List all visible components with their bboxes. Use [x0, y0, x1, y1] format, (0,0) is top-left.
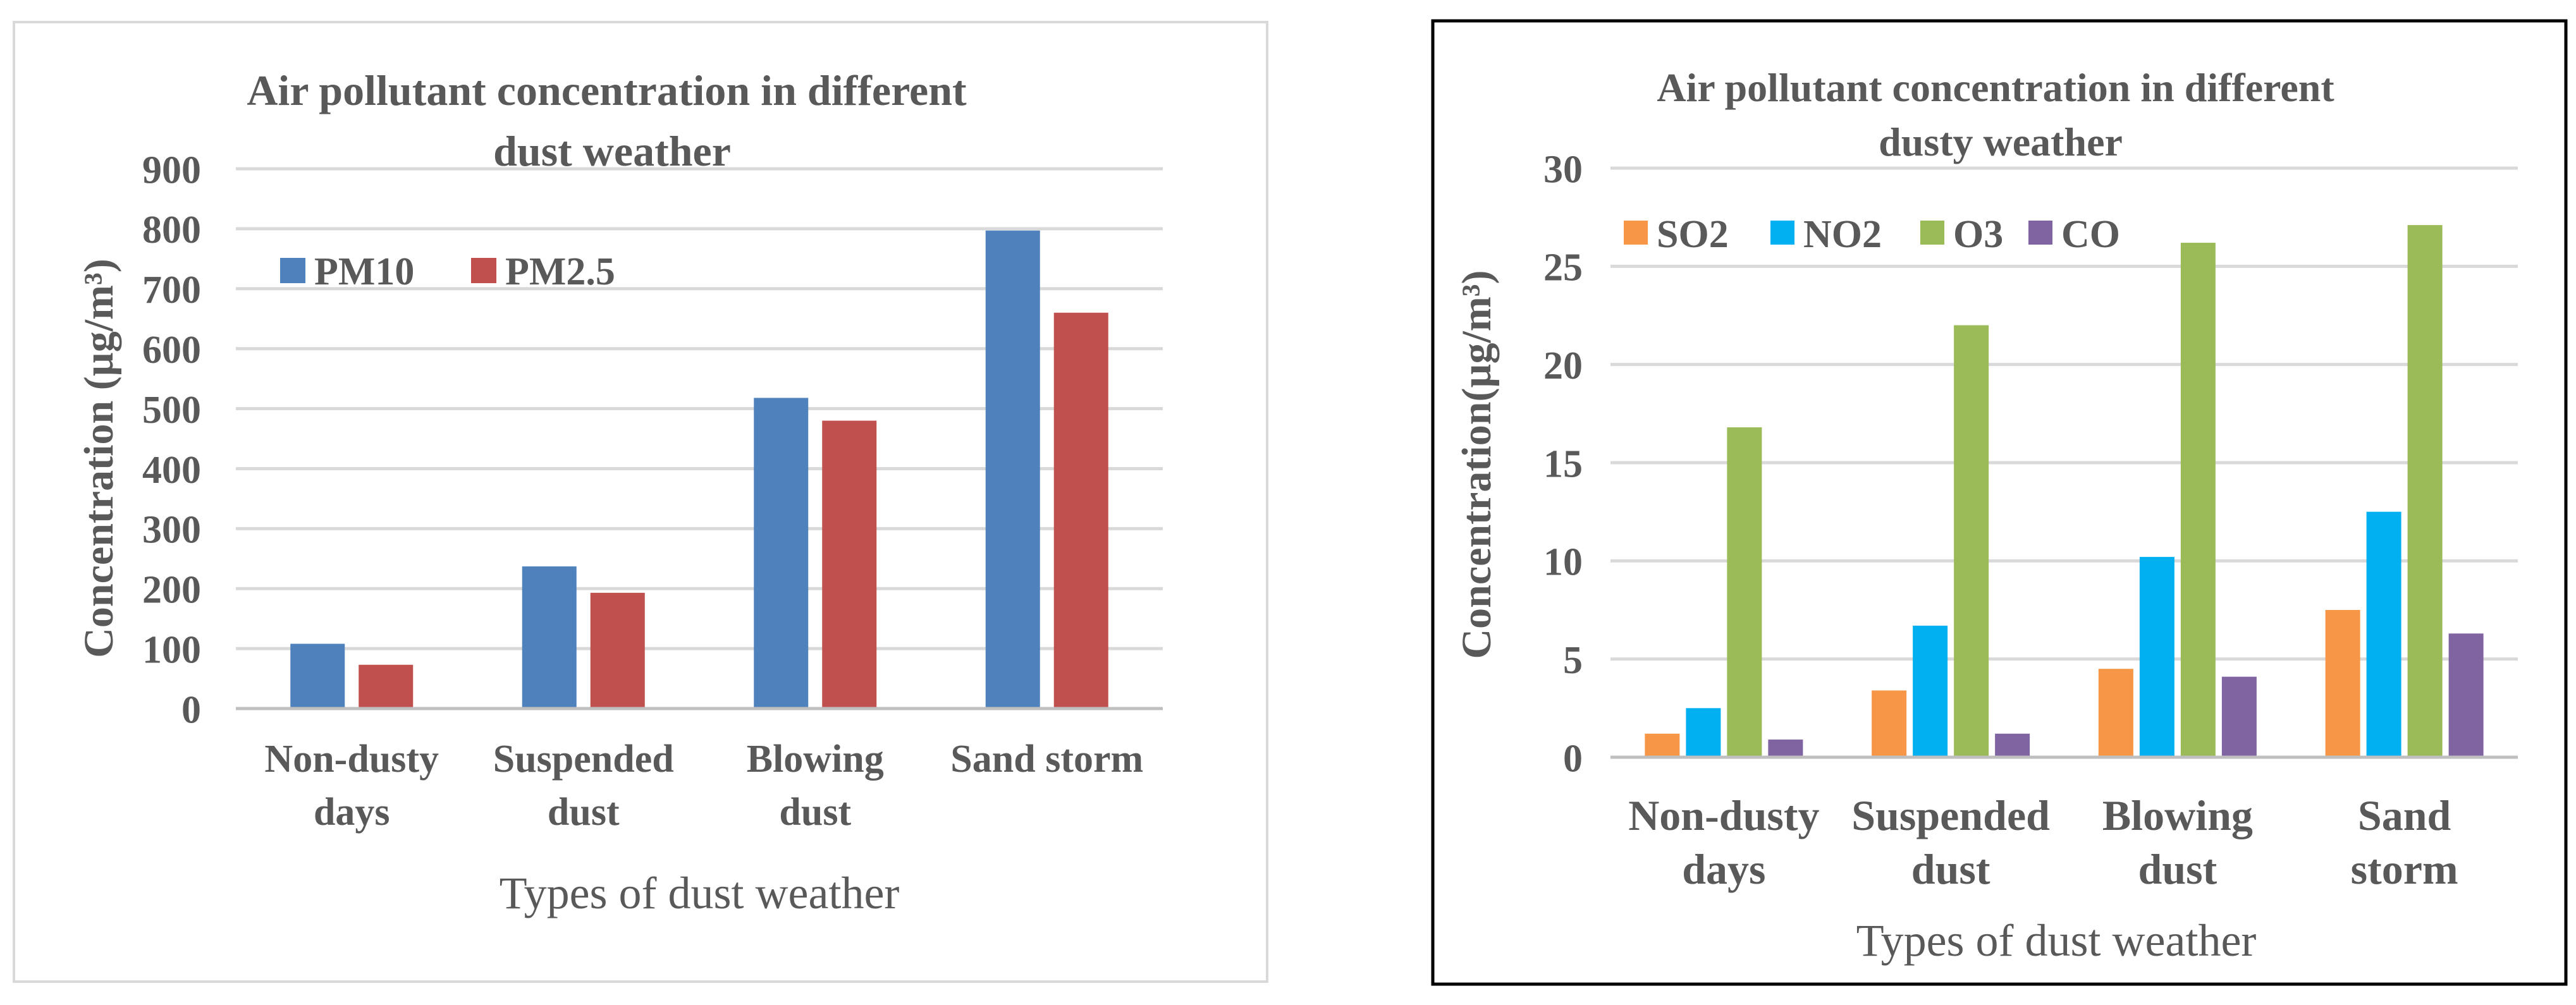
chart-gases-title-line-2: dusty weather — [1879, 119, 2123, 164]
legend-swatch-co — [2028, 221, 2052, 245]
bar-so2-blowing-dust — [2098, 669, 2133, 757]
bar-no2-non-dusty-days — [1686, 708, 1721, 757]
chart-gases-y-ticks: 0 5 10 15 20 25 30 — [1543, 148, 1583, 780]
bar-o3-sand-storm — [2407, 225, 2443, 757]
y-tick-label: 0 — [1563, 737, 1583, 780]
chart-pm-title-line-1: Air pollutant concentration in different — [247, 66, 967, 114]
chart-gases-x-ticks: Non-dusty days Suspended dust Blowing dust San… — [1628, 791, 2458, 893]
chart-pm-bars — [290, 230, 1108, 709]
x-tick-label-suspended-dust: Suspended — [1851, 791, 2050, 839]
legend-label-so2: SO2 — [1657, 213, 1729, 256]
bar-pm2-5-non-dusty-days — [359, 664, 414, 709]
bar-o3-suspended-dust — [1954, 325, 1989, 757]
bar-no2-sand-storm — [2366, 511, 2401, 757]
x-tick-label-suspended-dust: Suspended — [493, 738, 674, 781]
legend-label-co: CO — [2061, 213, 2120, 256]
x-tick-label-sand-storm: Sand storm — [950, 738, 1143, 781]
legend-swatch-pm10 — [280, 258, 305, 283]
y-tick-label: 5 — [1563, 639, 1583, 682]
x-tick-label-suspended-dust: dust — [548, 791, 620, 834]
chart-gases-legend: SO2 NO2 O3 CO — [1624, 213, 2120, 256]
chart-pm-title: Air pollutant concentration in different… — [247, 66, 977, 175]
chart-pm-y-ticks: 0 100 200 300 400 500 600 700 800 900 — [142, 149, 201, 731]
bar-co-suspended-dust — [1995, 733, 2030, 757]
y-tick-label: 600 — [142, 329, 201, 372]
chart-gases-title: Air pollutant concentration in different… — [1657, 65, 2344, 164]
y-tick-label: 0 — [181, 688, 201, 731]
y-tick-label: 15 — [1543, 442, 1583, 485]
bar-pm10-non-dusty-days — [290, 643, 345, 709]
y-tick-label: 800 — [142, 209, 201, 252]
chart-pm: Air pollutant concentration in different… — [13, 21, 1268, 983]
x-tick-label-sand-storm: storm — [2351, 845, 2458, 893]
x-tick-label-non-dusty-days: days — [314, 791, 390, 834]
bar-pm10-suspended-dust — [522, 566, 577, 709]
y-tick-label: 300 — [142, 509, 201, 552]
legend-label-o3: O3 — [1953, 213, 2003, 256]
y-tick-label: 25 — [1543, 247, 1583, 289]
x-tick-label-suspended-dust: dust — [1911, 845, 1990, 893]
bar-pm2-5-blowing-dust — [822, 420, 877, 709]
bar-so2-sand-storm — [2325, 610, 2360, 757]
y-tick-label: 500 — [142, 389, 201, 432]
y-tick-label: 700 — [142, 269, 201, 312]
y-tick-label: 10 — [1543, 541, 1583, 584]
chart-gases-x-axis-title: Types of dust weather — [1856, 915, 2257, 966]
bar-o3-non-dusty-days — [1727, 427, 1762, 757]
chart-gases: Air pollutant concentration in different… — [1431, 19, 2568, 986]
bar-no2-suspended-dust — [1913, 625, 1948, 757]
chart-pm-x-axis-title: Types of dust weather — [500, 868, 900, 918]
y-tick-label: 30 — [1543, 148, 1583, 191]
chart-gases-bars — [1645, 225, 2484, 757]
bar-pm10-sand-storm — [985, 230, 1040, 709]
legend-swatch-pm25 — [471, 258, 496, 283]
bar-co-blowing-dust — [2221, 676, 2257, 757]
x-tick-label-blowing-dust: Blowing — [747, 738, 884, 781]
bar-so2-suspended-dust — [1872, 690, 1907, 757]
chart-gases-y-axis-title: Concentration(µg/m³) — [1454, 270, 1500, 659]
bar-o3-blowing-dust — [2180, 243, 2216, 757]
y-tick-label: 200 — [142, 569, 201, 612]
bar-pm2-5-sand-storm — [1053, 312, 1108, 709]
bar-no2-blowing-dust — [2139, 557, 2174, 757]
x-tick-label-blowing-dust: dust — [779, 791, 851, 834]
bar-pm2-5-suspended-dust — [590, 592, 645, 709]
chart-pm-title-line-2: dust weather — [493, 127, 731, 175]
bar-co-non-dusty-days — [1768, 740, 1803, 757]
x-tick-label-blowing-dust: dust — [2138, 845, 2217, 893]
legend-swatch-o3 — [1920, 221, 1944, 245]
x-tick-label-non-dusty-days: Non-dusty — [264, 738, 439, 781]
y-tick-label: 100 — [142, 628, 201, 671]
chart-gases-title-line-1: Air pollutant concentration in different — [1657, 65, 2334, 110]
y-tick-label: 900 — [142, 149, 201, 192]
y-tick-label: 400 — [142, 449, 201, 492]
chart-pm-legend: PM10 PM2.5 — [280, 250, 615, 293]
chart-pm-y-axis-title: Concentration (µg/m³) — [76, 259, 122, 658]
x-tick-label-non-dusty-days: days — [1682, 845, 1765, 893]
legend-swatch-so2 — [1624, 221, 1648, 245]
bar-pm10-blowing-dust — [754, 398, 809, 709]
x-tick-label-blowing-dust: Blowing — [2102, 791, 2253, 839]
bar-so2-non-dusty-days — [1645, 733, 1680, 757]
x-tick-label-sand-storm: Sand — [2358, 791, 2451, 839]
legend-label-no2: NO2 — [1803, 213, 1882, 256]
y-tick-label: 20 — [1543, 344, 1583, 387]
x-tick-label-non-dusty-days: Non-dusty — [1628, 791, 1819, 839]
legend-swatch-no2 — [1770, 221, 1794, 245]
chart-pm-x-ticks: Non-dusty days Suspended dust Blowing dust San… — [264, 738, 1143, 834]
bar-co-sand-storm — [2448, 633, 2484, 757]
legend-label-pm25: PM2.5 — [505, 250, 615, 293]
chart-gases-frame — [1431, 19, 2568, 986]
legend-label-pm10: PM10 — [314, 250, 414, 293]
